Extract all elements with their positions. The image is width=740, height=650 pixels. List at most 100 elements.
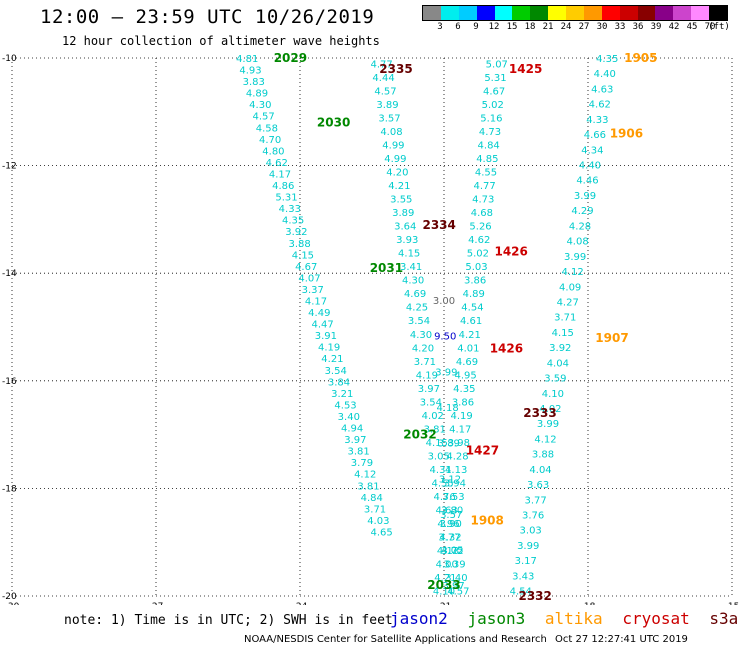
color-swatch (619, 6, 638, 20)
swh-value: 4.00 (436, 560, 458, 571)
swh-value: 3.54 (325, 366, 347, 377)
swh-value: 4.89 (246, 89, 268, 100)
swh-value: 3.71 (414, 357, 436, 368)
color-swatch (691, 6, 709, 20)
swh-value: 3.90 (440, 519, 462, 530)
pass-time-label: 1425 (509, 62, 542, 76)
swh-value: 3.00 (433, 296, 455, 307)
swh-value: 4.66 (584, 130, 606, 141)
swh-value: 5.03 (465, 262, 487, 273)
swh-value: 3.93 (396, 235, 418, 246)
swh-value: 3.79 (351, 458, 373, 469)
swh-value: 4.46 (576, 176, 598, 187)
swh-value: 4.04 (547, 358, 569, 369)
swh-value: 4.13 (437, 546, 459, 557)
swh-value: 3.99 (564, 252, 586, 263)
pass-time-label: 1426 (490, 342, 523, 356)
color-scale-labels: 3 6 9 12 15 18 21 24 27 30 33 36 39 42 45 70 (ft) (422, 22, 730, 34)
swh-value: 4.53 (334, 400, 356, 411)
color-scale-label: 70 (704, 22, 716, 32)
swh-value: 4.76 (433, 492, 455, 503)
swh-value: 4.67 (295, 262, 317, 273)
footer-note: note: 1) Time is in UTC; 2) SWH is in fe… (64, 613, 393, 628)
swh-value: 3.40 (445, 573, 467, 584)
swh-value: 3.81 (424, 424, 446, 435)
swh-value: 3.88 (532, 450, 554, 461)
credit-line: NOAA/NESDIS Center for Satellite Applica… (244, 634, 547, 645)
swh-value: 4.15 (426, 438, 448, 449)
swh-value: 4.49 (308, 308, 330, 319)
swh-value: 5.16 (480, 113, 502, 124)
swh-value: 3.39 (443, 560, 465, 571)
color-swatch (637, 6, 656, 20)
swh-value: 4.95 (455, 370, 477, 381)
pass-time-label: 1906 (610, 126, 643, 140)
swh-value: 3.99 (517, 541, 539, 552)
pass-time-label: 1426 (494, 245, 527, 259)
swh-value: 4.58 (256, 123, 278, 134)
swh-value: 4.19 (416, 370, 438, 381)
swh-value: 4.09 (559, 282, 581, 293)
swh-value: 3.97 (344, 435, 366, 446)
swh-value: 4.85 (476, 154, 498, 165)
pass-time-label: 2033 (427, 578, 460, 592)
swh-value: 4.54 (510, 587, 532, 598)
swh-value: 4.70 (259, 135, 281, 146)
swh-value: 4.77 (473, 181, 495, 192)
swh-value: 3.37 (302, 285, 324, 296)
color-swatch (440, 6, 459, 20)
color-scale-label: 30 (596, 22, 608, 32)
swh-value: 3.53 (442, 492, 464, 503)
swh-value: 4.25 (406, 303, 428, 314)
swh-value: 3.54 (408, 316, 430, 327)
axis-tick-labels: -30 -27 -24 -21 -18 -15 -10 -12 -14 -16 -18 -20 (2, 54, 739, 605)
color-swatch (548, 6, 566, 20)
swh-value: 4.10 (542, 389, 564, 400)
color-scale-label: (ft) (708, 22, 730, 32)
swh-value: 4.67 (483, 86, 505, 97)
swh-value: 3.94 (444, 478, 466, 489)
pass-time-label: 2032 (403, 428, 436, 442)
swh-value: 4.44 (372, 73, 394, 84)
swh-value: 4.81 (236, 54, 258, 65)
swh-value: 4.28 (446, 451, 468, 462)
swh-value: 4.62 (266, 158, 288, 169)
swh-value: 4.04 (529, 465, 551, 476)
swh-value: 4.05 (441, 546, 463, 557)
swh-value: 3.92 (549, 343, 571, 354)
color-swatch (423, 6, 441, 20)
swh-value: 4.21 (459, 330, 481, 341)
swh-value: 4.35 (282, 216, 304, 227)
swh-value: 5.02 (467, 249, 489, 260)
lon-tick-label: -21 (437, 602, 452, 605)
swh-value: 4.55 (432, 478, 454, 489)
chart-subtitle: 12 hour collection of altimeter wave hei… (62, 34, 380, 48)
swh-value: 3.99 (435, 367, 457, 378)
swh-value: 4.08 (566, 237, 588, 248)
color-scale-label: 6 (455, 22, 461, 32)
color-swatch (530, 6, 549, 20)
lon-tick-label: -15 (725, 602, 740, 605)
swh-value: 4.93 (239, 66, 261, 77)
swh-value: 5.31 (275, 193, 297, 204)
swh-value: 4.84 (361, 493, 383, 504)
swh-value: 4.73 (472, 195, 494, 206)
swh-value: 4.63 (591, 84, 613, 95)
lat-tick-label: -14 (2, 269, 17, 279)
pass-time-label: 2332 (518, 589, 551, 603)
swh-value: 4.27 (557, 297, 579, 308)
swh-value: 4.69 (404, 289, 426, 300)
swh-value: 4.12 (534, 434, 556, 445)
swh-value: 3.86 (452, 397, 474, 408)
swh-value: 4.35 (596, 54, 618, 65)
swh-value: 3.99 (574, 191, 596, 202)
swh-value: 3.76 (522, 511, 544, 522)
altimeter-map: -30 -27 -24 -21 -18 -15 -10 -12 -14 -16 -18 -20 4.8… (2, 51, 739, 605)
pass-time-label: 2030 (317, 116, 350, 130)
lon-tick-label: -24 (293, 602, 308, 605)
satellite-legend: jason2 jason3 altika cryosat s3a (390, 609, 740, 628)
color-scale-label: 21 (542, 22, 554, 32)
swh-value: 4.62 (589, 100, 611, 111)
pass-time-label: 2333 (523, 406, 556, 420)
swh-value: 4.57 (447, 587, 469, 598)
